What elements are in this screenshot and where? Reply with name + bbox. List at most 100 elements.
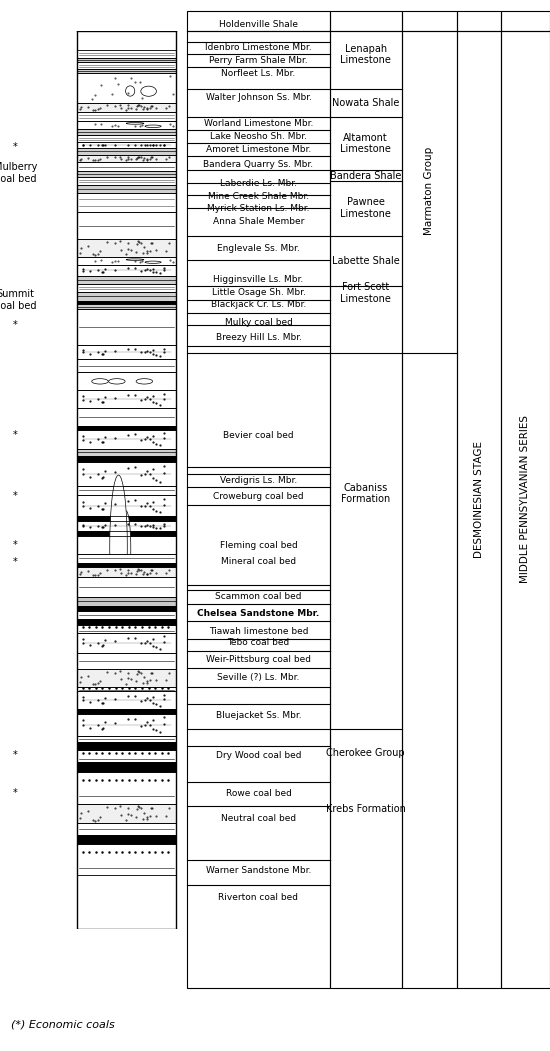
Ellipse shape xyxy=(126,259,144,261)
Bar xyxy=(77,372,176,390)
Bar xyxy=(77,495,176,516)
Text: Fort Scott
Limestone: Fort Scott Limestone xyxy=(340,282,391,304)
Text: Anna Shale Member: Anna Shale Member xyxy=(213,218,304,226)
Text: Mineral coal bed: Mineral coal bed xyxy=(221,557,296,566)
Text: Higginsville Ls. Mbr.: Higginsville Ls. Mbr. xyxy=(213,274,304,284)
Text: Marmaton Group: Marmaton Group xyxy=(424,147,434,235)
Text: MIDDLE PENNSYLVANIAN SERIES: MIDDLE PENNSYLVANIAN SERIES xyxy=(520,415,530,583)
Text: Labette Shale: Labette Shale xyxy=(332,255,400,266)
Bar xyxy=(77,358,176,372)
Bar xyxy=(77,408,176,427)
Text: Myrick Station Ls. Mbr.: Myrick Station Ls. Mbr. xyxy=(207,205,310,213)
Text: Warner Sandstone Mbr.: Warner Sandstone Mbr. xyxy=(206,866,311,875)
Bar xyxy=(77,136,176,143)
Bar xyxy=(77,346,176,358)
Bar xyxy=(77,532,176,536)
Text: Blackjack Cr. Ls. Mbr.: Blackjack Cr. Ls. Mbr. xyxy=(211,301,306,309)
Text: Neutral coal bed: Neutral coal bed xyxy=(221,815,296,823)
Text: Fleming coal bed: Fleming coal bed xyxy=(219,540,298,550)
Ellipse shape xyxy=(108,378,125,384)
Bar xyxy=(77,239,176,257)
Bar xyxy=(77,111,176,121)
Bar xyxy=(77,844,176,875)
Text: Cabaniss
Formation: Cabaniss Formation xyxy=(341,482,390,504)
Circle shape xyxy=(110,475,127,619)
Text: Mulky coal bed: Mulky coal bed xyxy=(224,317,293,327)
Text: Seville (?) Ls. Mbr.: Seville (?) Ls. Mbr. xyxy=(217,673,300,682)
Text: Tebo coal bed: Tebo coal bed xyxy=(227,638,290,647)
Text: Laberdie Ls. Mbr.: Laberdie Ls. Mbr. xyxy=(220,179,297,188)
Text: Verdigris Ls. Mbr.: Verdigris Ls. Mbr. xyxy=(220,476,297,486)
Bar xyxy=(77,257,176,265)
Text: Mulberry: Mulberry xyxy=(0,162,37,172)
Bar xyxy=(77,68,176,74)
Bar xyxy=(330,11,402,988)
Bar xyxy=(77,686,176,692)
Bar xyxy=(456,11,501,988)
Bar xyxy=(77,291,176,301)
Text: Croweburg coal bed: Croweburg coal bed xyxy=(213,492,304,500)
Bar xyxy=(77,612,176,619)
Ellipse shape xyxy=(145,125,161,127)
Text: Lenapah
Limestone: Lenapah Limestone xyxy=(340,44,391,65)
Bar xyxy=(77,714,176,736)
Text: Little Osage Sh. Mbr.: Little Osage Sh. Mbr. xyxy=(212,288,305,296)
Bar xyxy=(77,276,176,285)
Bar xyxy=(77,103,176,111)
Bar xyxy=(77,520,176,532)
Ellipse shape xyxy=(141,86,156,97)
Text: Rowe coal bed: Rowe coal bed xyxy=(226,789,292,798)
Bar xyxy=(77,162,176,171)
Bar xyxy=(77,285,176,291)
Text: Amoret Limestone Mbr.: Amoret Limestone Mbr. xyxy=(206,145,311,153)
Bar xyxy=(77,462,176,486)
Bar xyxy=(77,58,176,62)
Bar xyxy=(77,301,176,304)
Bar xyxy=(77,486,176,495)
Bar xyxy=(77,823,176,834)
Text: Bandera Quarry Ss. Mbr.: Bandera Quarry Ss. Mbr. xyxy=(204,161,314,169)
Bar xyxy=(77,709,176,714)
Bar xyxy=(402,11,456,988)
Bar xyxy=(77,516,176,520)
Text: Walter Johnson Ss. Mbr.: Walter Johnson Ss. Mbr. xyxy=(206,92,311,102)
Bar xyxy=(77,668,176,686)
Ellipse shape xyxy=(136,378,152,384)
Bar xyxy=(77,148,176,154)
Bar xyxy=(77,304,176,309)
Ellipse shape xyxy=(92,378,108,384)
Text: Altamont
Limestone: Altamont Limestone xyxy=(340,132,391,154)
Text: Dry Wood coal bed: Dry Wood coal bed xyxy=(216,750,301,760)
Text: Pawnee
Limestone: Pawnee Limestone xyxy=(340,198,391,219)
Text: Riverton coal bed: Riverton coal bed xyxy=(218,892,299,902)
Bar xyxy=(77,736,176,742)
Text: *: * xyxy=(13,788,18,799)
Text: Chelsea Sandstone Mbr.: Chelsea Sandstone Mbr. xyxy=(197,610,320,618)
Bar xyxy=(77,742,176,749)
Bar xyxy=(77,577,176,597)
Bar xyxy=(77,568,176,577)
Bar xyxy=(77,129,176,136)
Bar xyxy=(77,49,176,58)
Text: Scammon coal bed: Scammon coal bed xyxy=(215,593,302,601)
Text: Holdenville Shale: Holdenville Shale xyxy=(219,20,298,28)
Text: *: * xyxy=(13,557,18,566)
Bar xyxy=(77,121,176,129)
Bar xyxy=(77,597,176,606)
Bar xyxy=(77,692,176,709)
Bar xyxy=(77,762,176,772)
Bar xyxy=(77,653,176,668)
Bar xyxy=(77,834,176,844)
Bar xyxy=(77,178,176,185)
Bar xyxy=(77,192,176,212)
Text: coal bed: coal bed xyxy=(0,301,36,311)
Text: Englevale Ss. Mbr.: Englevale Ss. Mbr. xyxy=(217,244,300,252)
Text: Idenbro Limestone Mbr.: Idenbro Limestone Mbr. xyxy=(205,43,312,53)
Bar xyxy=(77,772,176,804)
Bar xyxy=(77,143,176,148)
Bar xyxy=(77,212,176,239)
Bar xyxy=(77,62,176,68)
Bar xyxy=(77,606,176,612)
Text: *: * xyxy=(13,750,18,760)
Bar xyxy=(77,633,176,653)
